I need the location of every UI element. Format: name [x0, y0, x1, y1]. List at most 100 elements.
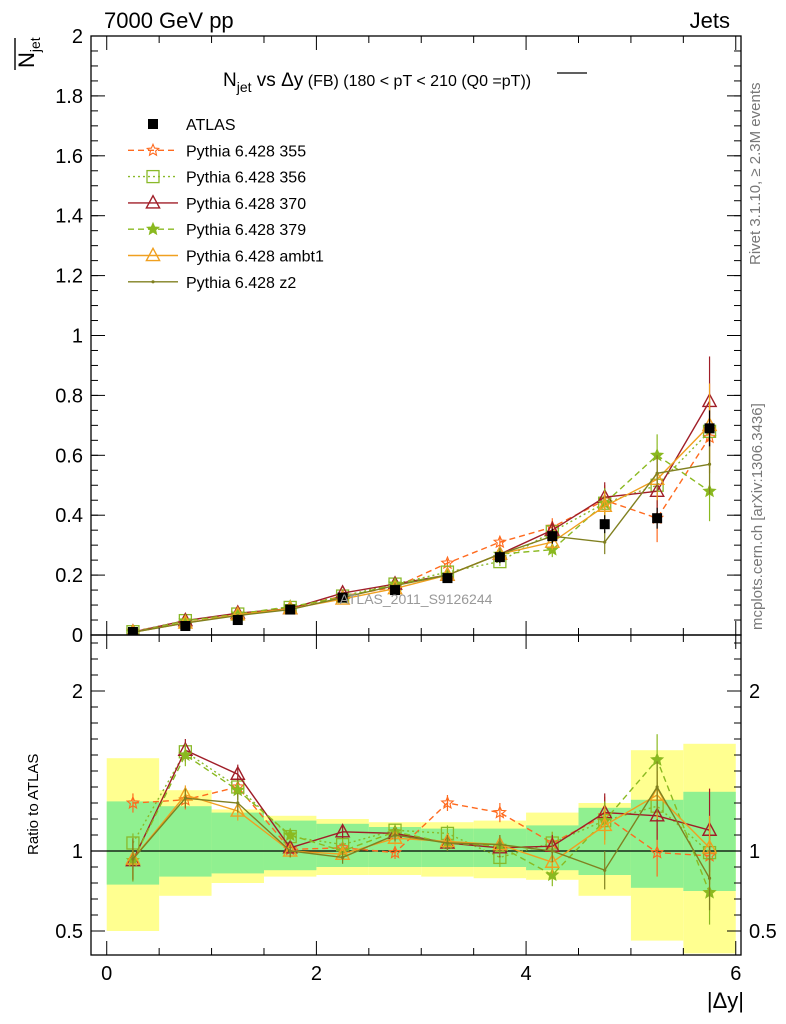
marker [498, 843, 502, 847]
legend-label: ATLAS [186, 117, 236, 134]
marker [283, 827, 298, 842]
marker [442, 573, 453, 584]
marker [550, 849, 554, 853]
marker [285, 604, 296, 615]
marker [145, 142, 161, 157]
legend-label: Pythia 6.428 356 [186, 170, 306, 187]
y-tick-label: 0.4 [55, 505, 83, 527]
marker [603, 868, 607, 872]
legend: ATLAS Pythia 6.428 355 Pythia 6.428 356 Pyt… [128, 117, 324, 292]
marker [131, 857, 135, 861]
marker [145, 194, 161, 209]
marker [596, 497, 613, 512]
marker [707, 462, 712, 466]
marker [596, 816, 613, 832]
y-axis-label-top: Njet [14, 37, 43, 70]
header-left: 7000 GeV pp [104, 8, 234, 33]
legend-entry-1: Pythia 6.428 356 [128, 170, 306, 187]
y-tick-label: 0.2 [55, 565, 83, 587]
panel-frame-1 [90, 634, 742, 956]
marker [341, 855, 345, 860]
marker [232, 615, 243, 626]
marker [547, 531, 558, 542]
marker [236, 801, 240, 805]
series-line [132, 424, 711, 633]
ratio-line [132, 794, 711, 863]
marker [127, 627, 138, 635]
y-tick-label: 0.8 [55, 385, 83, 407]
marker [125, 795, 140, 810]
ratio-y-tick-label: 0.5 [55, 921, 83, 943]
marker [230, 802, 246, 817]
atlas-data [127, 410, 715, 635]
marker [146, 169, 160, 184]
legend-entry-0: Pythia 6.428 355 [128, 142, 306, 160]
rivet-label: Rivet 3.1.10, ≥ 2.3M events [747, 83, 764, 266]
y-tick-label: 1.6 [55, 146, 83, 168]
ratio-y-tick-label: 1 [72, 841, 83, 863]
legend-entry-5: Pythia 6.428 z2 [128, 275, 296, 292]
legend-label: Pythia 6.428 370 [186, 196, 306, 213]
marker [334, 823, 351, 838]
ratio-y-tick-label-right: 2 [749, 681, 760, 703]
marker [492, 534, 507, 549]
marker [599, 519, 610, 530]
ratio-y-tick-label-right: 0.5 [749, 921, 777, 943]
marker [650, 845, 665, 859]
marker [390, 585, 401, 596]
marker [655, 785, 659, 789]
mcplots-label: mcplots.cern.ch [arXiv:1306.3436] [749, 403, 766, 630]
marker [492, 805, 507, 819]
ratio-line [132, 785, 711, 879]
marker [704, 423, 715, 434]
y-tick-label: 0.6 [55, 445, 83, 467]
x-tick-label: 0 [101, 963, 112, 985]
marker [393, 833, 397, 837]
marker [445, 841, 450, 845]
marker [707, 876, 712, 880]
ratio-y-tick-label: 2 [72, 681, 83, 703]
stat-band [211, 812, 264, 874]
y-tick-label: 1 [72, 326, 83, 348]
marker [387, 845, 403, 859]
marker [178, 747, 193, 762]
x-tick-label: 4 [521, 963, 532, 985]
legend-label: Pythia 6.428 ambt1 [186, 249, 324, 266]
y-tick-label: 1.2 [55, 266, 83, 288]
series-line [132, 436, 711, 632]
legend-label: Pythia 6.428 355 [186, 143, 306, 160]
marker [603, 540, 607, 544]
x-tick-label: 2 [311, 963, 322, 985]
legend-entry-atlas: ATLAS [148, 117, 236, 134]
y-tick-label: 1.8 [55, 86, 83, 108]
legend-label: Pythia 6.428 379 [186, 222, 306, 239]
axes: 0 0.2 0.4 0.6 0.8 1 1.2 1.4 1.6 1.8 2 0.5 0.5 1 1 2 2 0 2 4… [55, 26, 777, 985]
marker [148, 119, 158, 129]
marker [655, 471, 659, 475]
marker [145, 246, 161, 262]
marker [440, 795, 455, 810]
main-panel-data [125, 356, 718, 635]
ratio-line [132, 749, 710, 861]
main-title: Njet vs Δy (FB) (180 < pT < 210 (Q0 =pT)… [223, 70, 531, 95]
header-right: Jets [690, 8, 730, 33]
marker [544, 853, 561, 868]
legend-entry-4: Pythia 6.428 ambt1 [128, 246, 324, 266]
marker [180, 621, 191, 632]
series-line [132, 454, 710, 633]
marker [288, 849, 292, 853]
marker [652, 513, 663, 524]
marker [649, 807, 665, 822]
watermark: ATLAS_2011_S9126244 [340, 591, 493, 607]
marker [337, 592, 348, 603]
ratio-y-tick-label-right: 1 [749, 841, 760, 863]
y-tick-label: 2 [72, 26, 83, 48]
legend-label: Pythia 6.428 z2 [186, 275, 296, 292]
svg-text:Njet: Njet [14, 37, 43, 68]
marker [145, 221, 161, 236]
marker [230, 765, 246, 780]
x-tick-label: 6 [730, 963, 741, 985]
marker [494, 552, 505, 563]
legend-entry-3: Pythia 6.428 379 [128, 221, 306, 239]
